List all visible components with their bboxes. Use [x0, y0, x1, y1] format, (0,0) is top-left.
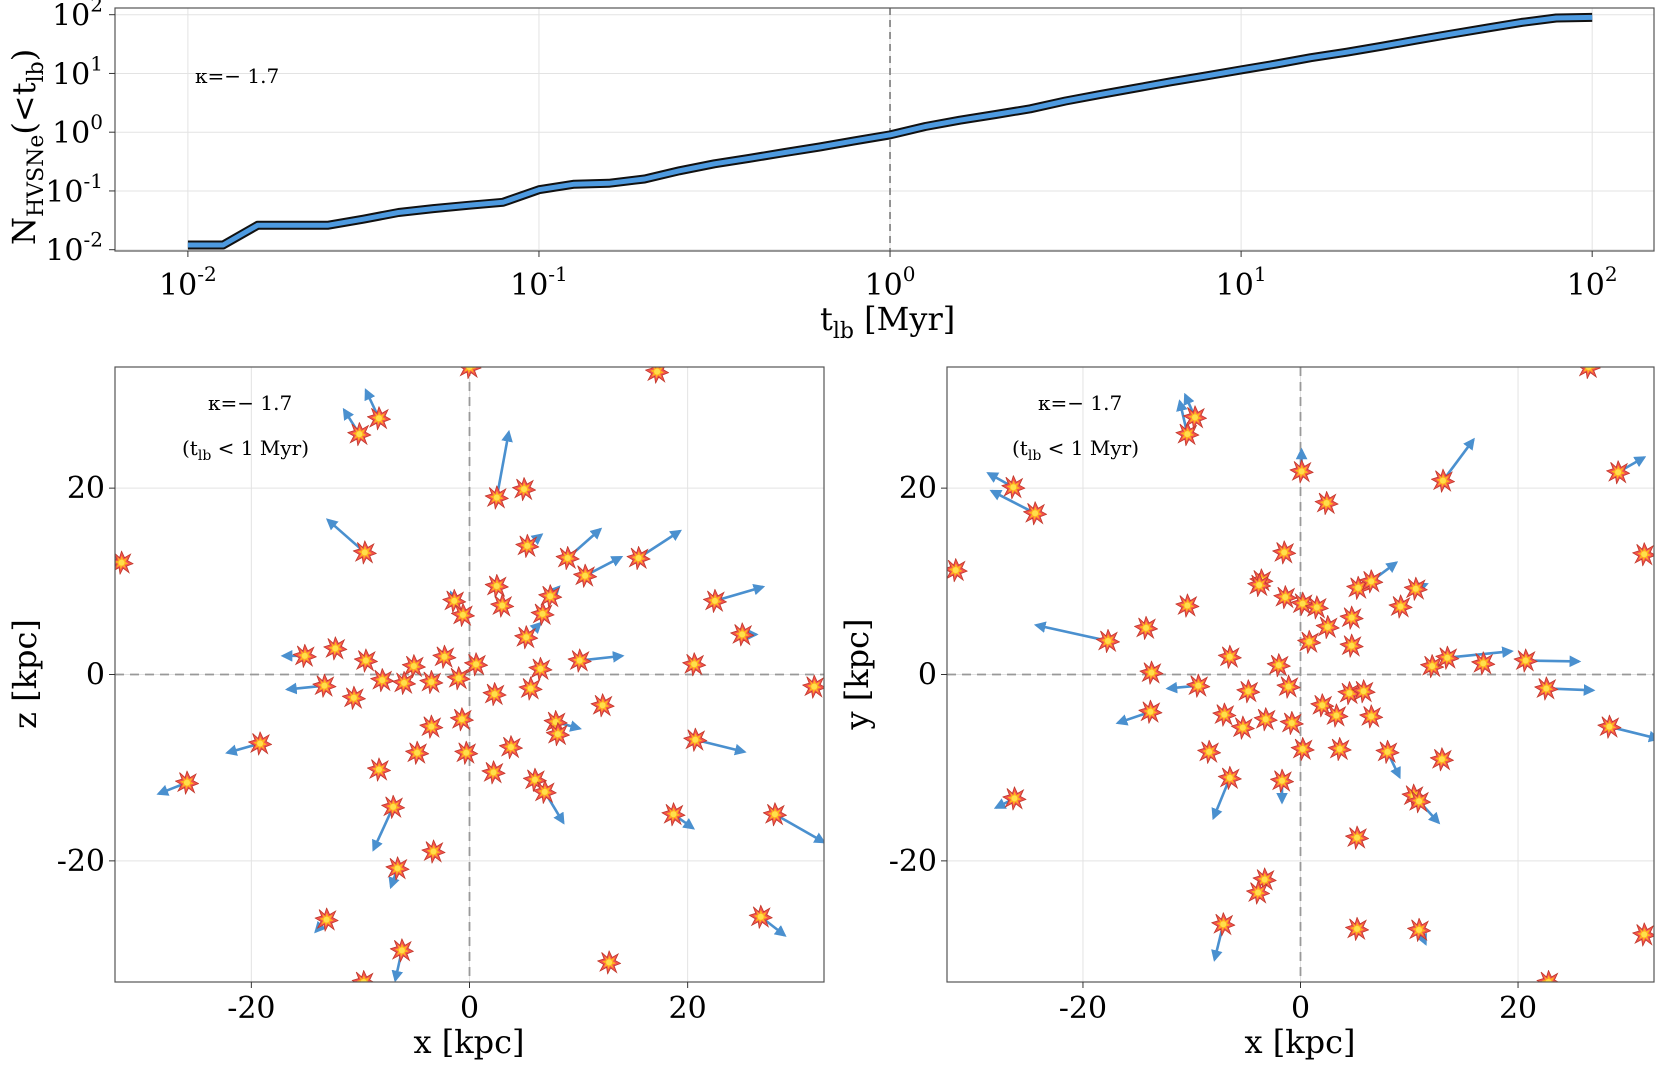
left-velocity-arrow — [372, 806, 395, 852]
top-plot-frame — [114, 7, 1655, 252]
left-annotation-time: (tlb < 1 Myr) — [182, 436, 309, 464]
top-x-tick-label: 10-2 — [159, 262, 217, 303]
xz-scatter-panel: -20 0 20 -20 0 20 κ=− 1.7 (tlb < 1 Myr) x [kp… — [6, 366, 825, 1061]
right-annotation-kappa: κ=− 1.7 — [1038, 391, 1122, 415]
left-annotation-kappa: κ=− 1.7 — [208, 391, 292, 415]
left-x-tick-label: -20 — [227, 991, 275, 1026]
right-velocity-arrow — [1033, 621, 1109, 643]
top-plot-area — [115, 8, 1654, 251]
top-y-tick-label: 10-1 — [45, 169, 103, 210]
left-velocity-arrow — [774, 813, 824, 844]
left-x-tick-label: 0 — [460, 991, 479, 1026]
left-xlabel: x [kpc] — [414, 1023, 525, 1061]
left-velocity-arrow — [495, 429, 513, 498]
left-y-tick-label: -20 — [57, 844, 105, 879]
top-tick-labels: 10-2 10-1 100 101 102 10-2 10-1 100 101 102 — [45, 0, 1617, 303]
xy-scatter-panel: -20 0 20 -20 0 20 κ=− 1.7 (tlb < 1 Myr) x [kp… — [838, 366, 1655, 1061]
top-y-tick-label: 102 — [52, 0, 103, 34]
right-velocity-arrow — [1441, 437, 1475, 482]
left-y-tick-label: 20 — [67, 471, 105, 506]
right-x-tick-label: -20 — [1059, 991, 1107, 1026]
top-x-tick-label: 10-1 — [510, 262, 568, 303]
top-y-tick-label: 100 — [52, 110, 103, 151]
top-annotation-kappa: κ=− 1.7 — [195, 64, 279, 88]
right-ylabel: y [kpc] — [838, 618, 876, 730]
right-y-tick-label: -20 — [889, 844, 937, 879]
right-velocity-arrow — [1211, 777, 1232, 821]
right-y-tick-label: 0 — [918, 658, 937, 693]
series-line — [187, 14, 1593, 248]
left-velocity-arrow — [325, 518, 366, 554]
cumulative-series — [187, 12, 1593, 250]
right-tick-labels: -20 0 20 -20 0 20 — [889, 471, 1537, 1026]
cumulative-hvsne-panel: 10-2 10-1 100 101 102 10-2 10-1 100 101 102 κ=− 1… — [5, 0, 1655, 344]
top-gridlines — [115, 8, 1654, 251]
top-xlabel: tlb [Myr] — [820, 300, 955, 344]
top-y-tick-label: 10-2 — [45, 228, 103, 269]
left-ylabel: z [kpc] — [6, 619, 44, 729]
right-velocity-arrow — [1447, 646, 1514, 660]
left-x-tick-label: 20 — [669, 991, 707, 1026]
right-velocity-arrow — [989, 489, 1036, 515]
top-ylabel: NHVSNe(<tlb) — [5, 49, 49, 245]
top-y-tick-label: 101 — [52, 51, 103, 92]
top-x-tick-label: 100 — [865, 262, 916, 303]
left-gridlines — [115, 367, 824, 982]
top-x-tick-label: 101 — [1216, 262, 1267, 303]
right-xlabel: x [kpc] — [1245, 1023, 1356, 1061]
right-x-tick-label: 0 — [1291, 991, 1310, 1026]
right-y-tick-label: 20 — [899, 471, 937, 506]
top-x-tick-label: 102 — [1567, 262, 1618, 303]
right-x-tick-label: 20 — [1499, 991, 1537, 1026]
left-velocity-arrow — [714, 583, 766, 603]
right-annotation-time: (tlb < 1 Myr) — [1012, 436, 1139, 464]
left-tick-labels: -20 0 20 -20 0 20 — [57, 471, 707, 1026]
left-y-tick-label: 0 — [86, 658, 105, 693]
